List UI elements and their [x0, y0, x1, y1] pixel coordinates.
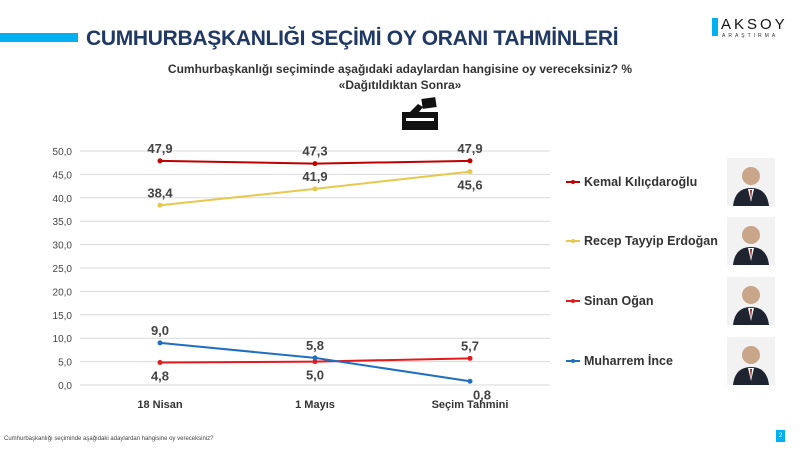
data-point [312, 355, 318, 361]
legend-item: Sinan Oğan [566, 294, 653, 308]
data-label: 5,7 [461, 338, 479, 353]
data-label: 9,0 [151, 323, 169, 338]
data-label: 41,9 [302, 169, 327, 184]
data-label: 47,9 [147, 141, 172, 156]
data-point [467, 378, 473, 384]
y-tick-label: 10,0 [53, 334, 73, 345]
data-point [467, 169, 473, 175]
legend-swatch [566, 298, 580, 303]
x-tick-label: Seçim Tahmini [432, 399, 509, 411]
data-label: 5,0 [306, 368, 324, 383]
candidate-photo [727, 277, 775, 325]
data-label: 47,9 [457, 141, 482, 156]
legend-swatch [566, 179, 580, 184]
y-tick-label: 5,0 [58, 358, 72, 369]
ballot-box-icon [400, 96, 440, 137]
page-title: CUMHURBAŞKANLIĞI SEÇİMİ OY ORANI TAHMİNL… [86, 27, 619, 50]
x-tick-label: 18 Nisan [137, 399, 183, 411]
data-point [312, 359, 318, 365]
y-tick-label: 40,0 [53, 194, 73, 205]
data-label: 5,8 [306, 338, 324, 353]
candidate-photo [727, 337, 775, 385]
y-tick-label: 20,0 [53, 287, 73, 298]
legend-item: Kemal Kılıçdaroğlu [566, 175, 697, 189]
y-tick-label: 25,0 [53, 264, 73, 275]
data-label: 47,3 [302, 144, 327, 159]
y-tick-label: 35,0 [53, 217, 73, 228]
candidate-photo [727, 158, 775, 206]
x-tick-label: 1 Mayıs [295, 399, 335, 411]
y-tick-label: 30,0 [53, 241, 73, 252]
data-point [157, 360, 163, 366]
page-number: 2 [776, 430, 785, 442]
footer-note: Cumhurbaşkanlığı seçiminde aşağıdaki ada… [4, 436, 214, 442]
y-tick-label: 45,0 [53, 170, 73, 181]
data-point [467, 355, 473, 361]
candidate-photo [727, 217, 775, 265]
data-label: 0,8 [473, 387, 491, 402]
y-tick-label: 50,0 [53, 147, 73, 158]
legend-label: Muharrem İnce [584, 354, 673, 368]
legend-item: Muharrem İnce [566, 354, 673, 368]
legend-label: Sinan Oğan [584, 294, 654, 308]
data-point [312, 161, 318, 167]
data-point [157, 340, 163, 346]
accent-bar [0, 33, 78, 42]
data-label: 4,8 [151, 369, 169, 384]
data-point [467, 158, 473, 164]
data-point [157, 202, 163, 208]
data-label: 45,6 [457, 178, 482, 193]
legend-label: Kemal Kılıçdaroğlu [584, 175, 698, 189]
data-point [157, 158, 163, 164]
data-point [312, 186, 318, 192]
chart-subtitle: Cumhurbaşkanlığı seçiminde aşağıdaki ada… [167, 62, 633, 92]
legend-swatch [566, 238, 580, 243]
y-tick-label: 0,0 [58, 381, 72, 392]
aksoy-logo: AKSOY ARAŞTIRMA [712, 16, 792, 40]
data-label: 38,4 [147, 185, 173, 200]
y-tick-label: 15,0 [53, 311, 73, 322]
legend-swatch [566, 358, 580, 363]
legend-item: Recep Tayyip Erdoğan [566, 234, 718, 248]
legend-label: Recep Tayyip Erdoğan [584, 234, 718, 248]
